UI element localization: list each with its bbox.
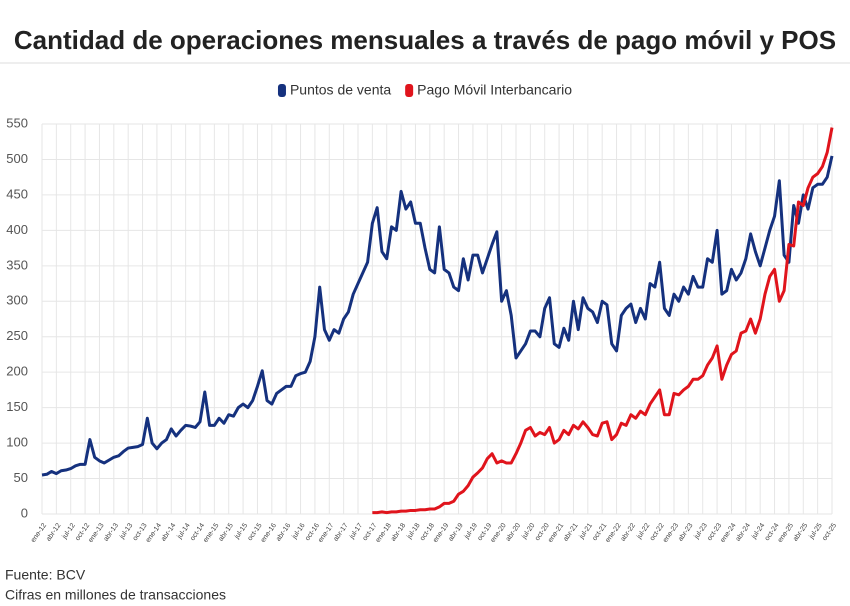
x-tick-label: ene-20 xyxy=(490,522,508,544)
y-tick-label: 150 xyxy=(6,399,28,414)
x-tick-label: abr-20 xyxy=(505,522,522,543)
y-tick-label: 500 xyxy=(6,151,28,166)
series-line xyxy=(372,127,834,515)
y-tick-label: 450 xyxy=(6,186,28,201)
x-tick-label: ene-13 xyxy=(87,522,105,544)
y-tick-label: 0 xyxy=(21,505,28,520)
legend-marker xyxy=(405,84,414,97)
x-tick-label: ene-19 xyxy=(432,522,450,544)
legend-marker xyxy=(277,84,286,97)
y-tick-label: 100 xyxy=(6,435,28,450)
x-tick-label: ene-18 xyxy=(375,522,393,544)
x-tick-label: abr-19 xyxy=(447,522,464,543)
x-tick-label: abr-21 xyxy=(562,522,579,543)
x-tick-label: abr-12 xyxy=(45,522,62,543)
x-tick-label: abr-17 xyxy=(332,522,349,543)
x-tick-label: ene-25 xyxy=(777,522,795,544)
x-tick-label: ene-21 xyxy=(547,522,565,544)
x-tick-label: abr-13 xyxy=(103,522,120,543)
x-tick-label: ene-17 xyxy=(317,522,335,544)
legend: Puntos de venta Pago Móvil Interbancario xyxy=(277,82,572,98)
x-tick-label: ene-24 xyxy=(719,522,737,544)
y-tick-label: 550 xyxy=(6,115,28,130)
x-tick-label: ene-23 xyxy=(662,522,680,544)
legend-label: Pago Móvil Interbancario xyxy=(417,82,572,98)
y-tick-label: 50 xyxy=(14,470,28,485)
y-tick-label: 350 xyxy=(6,257,28,272)
x-tick-label: ene-12 xyxy=(30,522,48,544)
legend-label: Puntos de venta xyxy=(290,82,391,98)
chart-title: Cantidad de operaciones mensuales a trav… xyxy=(14,25,836,55)
x-tick-label: ene-15 xyxy=(202,522,220,544)
series-line xyxy=(41,155,834,477)
x-tick-label: abr-15 xyxy=(218,522,235,543)
x-tick-label: abr-22 xyxy=(620,522,637,543)
source: Fuente: BCV xyxy=(5,567,86,583)
x-tick-label: abr-23 xyxy=(677,522,694,543)
x-tick-label: ene-14 xyxy=(145,522,163,544)
x-tick-label: abr-16 xyxy=(275,522,292,543)
x-tick-label: oct-25 xyxy=(821,522,838,542)
x-tick-label: abr-18 xyxy=(390,522,407,543)
y-tick-label: 300 xyxy=(6,293,28,308)
y-tick-label: 200 xyxy=(6,364,28,379)
note: Cifras en millones de transacciones xyxy=(5,587,226,603)
x-tick-label: ene-16 xyxy=(260,522,278,544)
y-tick-label: 250 xyxy=(6,328,28,343)
x-tick-label: abr-14 xyxy=(160,522,177,543)
x-tick-label: abr-24 xyxy=(735,522,752,543)
x-tick-label: abr-25 xyxy=(792,522,809,543)
y-tick-label: 400 xyxy=(6,222,28,237)
x-tick-label: ene-22 xyxy=(604,522,622,544)
